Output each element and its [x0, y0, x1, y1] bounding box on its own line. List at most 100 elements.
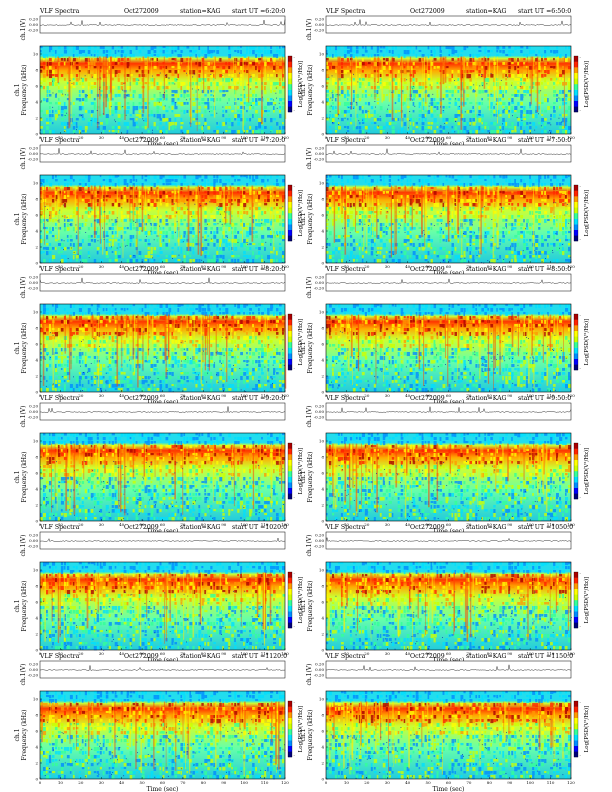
frequency-channel-label: ch.1 [300, 213, 307, 226]
time-xtick: 50 [426, 393, 432, 398]
colorbar-segment [288, 106, 292, 113]
colorbar-label: Log[PSD(V²/Hz)] [297, 61, 304, 108]
colorbar-tick: - [294, 184, 296, 189]
frequency-ytick: 6 [35, 83, 38, 88]
time-xtick: 110 [547, 522, 555, 527]
frequency-ytick: 6 [321, 599, 324, 604]
time-xtick: 40 [119, 522, 125, 527]
time-xtick: 60 [446, 522, 452, 527]
time-xtick: 60 [160, 264, 166, 269]
time-xtick: 20 [78, 264, 84, 269]
panel-station: station=KAG [466, 653, 507, 660]
colorbar-tick: - [580, 571, 582, 576]
colorbar-frame [287, 184, 293, 242]
time-xtick: 110 [261, 522, 269, 527]
panel-10: VLF Spectra Oct272009 station=KAG start UT … [300, 524, 590, 664]
time-xtick: 110 [547, 780, 555, 785]
time-xtick: 60 [160, 780, 166, 785]
colorbar-segment [574, 336, 578, 343]
time-xtick: 80 [201, 522, 207, 527]
frequency-ytick: 8 [321, 454, 324, 459]
colorbar-segment [288, 72, 292, 79]
colorbar-segment [574, 235, 578, 242]
panel-date: Oct272009 [410, 395, 445, 402]
colorbar-segment [288, 443, 292, 449]
frequency-ytick: 0 [35, 518, 38, 523]
frequency-ytick: 10 [33, 51, 39, 56]
frequency-ytick: 10 [33, 309, 39, 314]
colorbar-segment [288, 201, 292, 208]
time-xtick: 90 [221, 135, 227, 140]
waveform-frame [325, 273, 572, 292]
panel-station: station=KAG [180, 524, 221, 531]
time-xlabel: Time (sec) [147, 657, 179, 664]
panel-title: VLF Spectra [39, 653, 80, 660]
colorbar-label: Log[PSD(V²/Hz)] [583, 319, 590, 366]
frequency-ytick: 0 [35, 647, 38, 652]
time-xtick: 30 [385, 135, 391, 140]
frequency-ytick: 0 [321, 518, 324, 523]
time-xtick: 10 [344, 393, 350, 398]
colorbar-segment [288, 224, 292, 230]
frequency-channel-label: ch.1 [14, 342, 21, 355]
colorbar-segment [288, 100, 292, 107]
frequency-ytick: 8 [35, 454, 38, 459]
colorbar-segment [574, 443, 578, 449]
waveform-ytick: 0.00 [29, 409, 38, 414]
colorbar-label: Log[PSD(V²/Hz)] [297, 448, 304, 495]
frequency-ytick: 2 [35, 760, 38, 765]
frequency-channel-label: ch.1 [300, 729, 307, 742]
time-xtick: 40 [405, 264, 411, 269]
colorbar-segment [574, 78, 578, 85]
colorbar-segment [574, 67, 578, 73]
time-xtick: 40 [119, 135, 125, 140]
colorbar-tick: - [294, 624, 296, 629]
panel-5: VLF Spectra Oct272009 station=KAG start UT … [14, 266, 304, 406]
time-xtick: 120 [281, 393, 289, 398]
time-xlabel: Time (sec) [433, 528, 465, 535]
frequency-ytick: 4 [321, 744, 324, 749]
time-xtick: 100 [526, 651, 534, 656]
time-xtick: 60 [160, 522, 166, 527]
waveform-ylabel: ch.1(V) [20, 406, 27, 428]
waveform-ylabel: ch.1(V) [20, 664, 27, 686]
time-xtick: 40 [119, 264, 125, 269]
colorbar-segment [288, 342, 292, 348]
time-xtick: 80 [487, 651, 493, 656]
colorbar-label: Log[PSD(V²/Hz)] [297, 577, 304, 624]
frequency-ytick: 2 [35, 115, 38, 120]
panel-12: VLF Spectra Oct272009 station=KAG start UT … [300, 653, 590, 792]
frequency-ytick: 4 [321, 228, 324, 233]
time-xlabel: Time (sec) [433, 786, 465, 792]
time-xtick: 100 [240, 393, 248, 398]
panel-date: Oct272009 [124, 395, 159, 402]
time-xtick: 80 [487, 522, 493, 527]
spectrogram-streaks [40, 572, 283, 651]
panel-date: Oct272009 [124, 524, 159, 531]
time-xtick: 60 [160, 135, 166, 140]
frequency-ytick: 0 [321, 776, 324, 781]
frequency-channel-label: ch.1 [300, 342, 307, 355]
colorbar-segment [288, 218, 292, 225]
waveform-trace [39, 277, 286, 284]
frequency-ytick: 4 [321, 486, 324, 491]
colorbar-segment [574, 740, 578, 746]
colorbar-tick: - [294, 108, 296, 113]
waveform-frame [39, 660, 286, 679]
colorbar-segment [574, 701, 578, 707]
spectrogram-cells [326, 304, 572, 393]
colorbar-segment [574, 100, 578, 107]
time-xtick: 100 [240, 780, 248, 785]
panel-start-ut: start UT =8:20:0 [232, 266, 285, 273]
time-xtick: 70 [466, 393, 472, 398]
panel-title: VLF Spectra [39, 266, 80, 273]
time-xtick: 10 [58, 780, 64, 785]
spectrogram-streaks [326, 314, 571, 393]
frequency-ytick: 6 [35, 212, 38, 217]
frequency-ytick: 2 [321, 373, 324, 378]
waveform-ylabel: ch.1(V) [20, 535, 27, 557]
colorbar-tick: - [580, 366, 582, 371]
frequency-ytick: 6 [321, 83, 324, 88]
panel-7: VLF Spectra Oct272009 station=KAG start UT … [14, 395, 304, 535]
waveform-ylabel: ch.1(V) [306, 19, 313, 41]
